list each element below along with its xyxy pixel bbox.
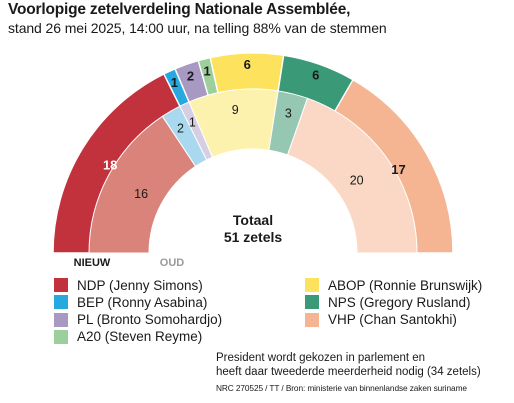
legend-label-nps: NPS (Gregory Rusland) [328, 294, 471, 310]
legend-label-vhp: VHP (Chan Santokhi) [328, 312, 457, 328]
legend-swatch-vhp [305, 312, 319, 327]
nieuw-label-a20: 1 [203, 64, 210, 79]
nieuw-label-nps: 6 [312, 68, 319, 83]
ring-label-oud: OUD [160, 257, 185, 269]
legend-swatch-nps [305, 295, 319, 310]
legend-label-bep: BEP (Ronny Asabina) [77, 294, 208, 310]
legend-item-abop: ABOP (Ronnie Brunswijk) [305, 276, 482, 294]
oud-label-ndp: 16 [134, 187, 148, 201]
total-seats-value: 51 zetels [224, 229, 283, 245]
ring-oud [88, 88, 418, 254]
nieuw-label-abop: 6 [244, 57, 251, 72]
legend-item-ndp: NDP (Jenny Simons) [54, 276, 203, 294]
oud-label-bep: 2 [177, 121, 184, 135]
nieuw-label-vhp: 17 [391, 162, 405, 177]
legend-swatch-pl [54, 312, 68, 327]
legend-item-nps: NPS (Gregory Rusland) [305, 293, 471, 311]
legend-item-pl: PL (Bronto Somohardjo) [54, 311, 222, 329]
chart-subtitle: stand 26 mei 2025, 14:00 uur, na telling… [8, 20, 387, 36]
legend-label-ndp: NDP (Jenny Simons) [77, 277, 203, 293]
nieuw-label-pl: 2 [187, 69, 194, 84]
majority-note: President wordt gekozen in parlement en … [216, 351, 506, 379]
legend-label-abop: ABOP (Ronnie Brunswijk) [328, 277, 483, 293]
legend-swatch-bep [54, 295, 68, 310]
legend-swatch-a20 [54, 329, 68, 344]
legend-label-a20: A20 (Steven Reyme) [77, 329, 203, 345]
oud-label-pl: 1 [189, 115, 196, 129]
legend-item-a20: A20 (Steven Reyme) [54, 328, 202, 346]
legend-swatch-abop [305, 278, 319, 292]
oud-label-nps: 3 [285, 106, 292, 120]
nieuw-label-bep: 1 [171, 75, 178, 90]
nieuw-label-ndp: 18 [103, 158, 117, 173]
legend-swatch-ndp [54, 278, 68, 292]
source-credit: NRC 270525 / TT / Bron: ministerie van b… [216, 383, 467, 393]
legend-label-pl: PL (Bronto Somohardjo) [77, 312, 223, 328]
oud-label-abop: 9 [232, 103, 239, 117]
legend: NDP (Jenny Simons) BEP (Ronny Asabina) PL … [54, 276, 504, 344]
majority-note-line1: President wordt gekozen in parlement en [216, 352, 426, 364]
chart-title: Voorlopige zetelverdeling Nationale Asse… [8, 1, 351, 18]
ring-label-nieuw: NIEUW [74, 257, 111, 269]
total-label: Totaal [233, 212, 273, 228]
legend-item-vhp: VHP (Chan Santokhi) [305, 311, 457, 329]
legend-item-bep: BEP (Ronny Asabina) [54, 293, 207, 311]
oud-label-vhp: 20 [350, 174, 364, 188]
oud-segment-vhp [286, 97, 418, 254]
majority-note-line2: heeft daar tweederde meerderheid nodig (… [216, 366, 481, 378]
